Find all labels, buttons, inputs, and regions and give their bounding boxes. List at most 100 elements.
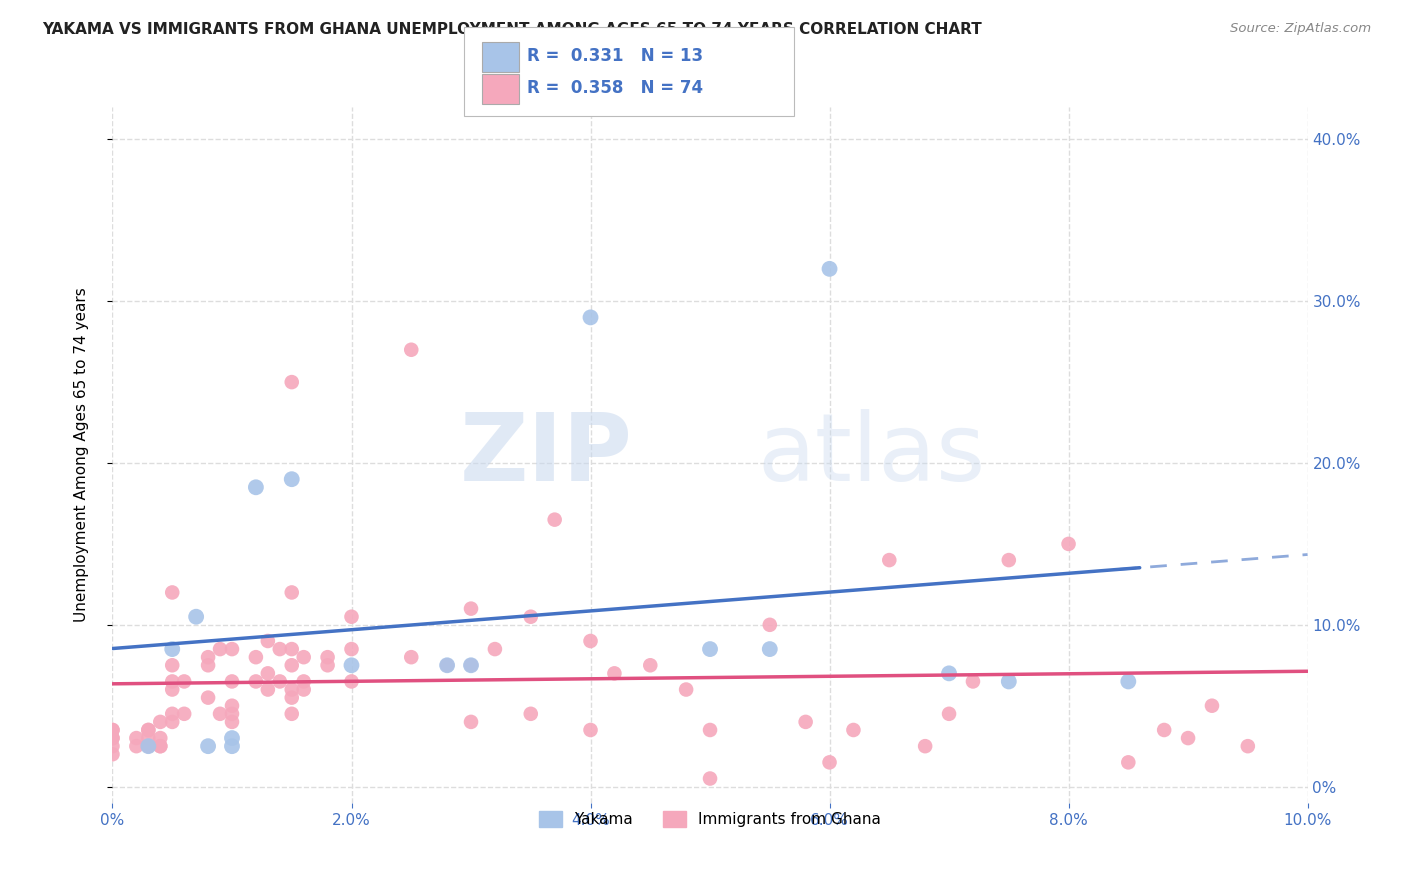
Point bbox=[938, 666, 960, 681]
Point bbox=[794, 714, 817, 729]
Point bbox=[640, 658, 662, 673]
Point bbox=[125, 731, 148, 745]
Point bbox=[998, 553, 1021, 567]
Point bbox=[340, 609, 363, 624]
Point bbox=[460, 658, 482, 673]
Point bbox=[257, 682, 280, 697]
Point bbox=[138, 731, 160, 745]
Point bbox=[149, 739, 172, 754]
Point bbox=[197, 739, 219, 754]
Point bbox=[101, 731, 124, 745]
Point bbox=[460, 714, 482, 729]
Point bbox=[1177, 731, 1199, 745]
Point bbox=[245, 480, 267, 494]
Point bbox=[699, 642, 721, 657]
Point bbox=[281, 682, 304, 697]
Point bbox=[1237, 739, 1260, 754]
Point bbox=[292, 674, 315, 689]
Legend: Yakama, Immigrants from Ghana: Yakama, Immigrants from Ghana bbox=[533, 805, 887, 833]
Point bbox=[579, 634, 602, 648]
Point bbox=[101, 739, 124, 754]
Point bbox=[197, 690, 219, 705]
Point bbox=[340, 674, 363, 689]
Point bbox=[162, 674, 183, 689]
Point bbox=[138, 723, 160, 737]
Point bbox=[101, 747, 124, 762]
Point bbox=[221, 706, 243, 721]
Text: R =  0.358   N = 74: R = 0.358 N = 74 bbox=[527, 79, 703, 97]
Point bbox=[101, 723, 124, 737]
Point bbox=[543, 513, 565, 527]
Point bbox=[401, 343, 423, 357]
Point bbox=[138, 739, 160, 754]
Point bbox=[759, 642, 782, 657]
Point bbox=[281, 472, 304, 486]
Point bbox=[436, 658, 458, 673]
Point bbox=[962, 674, 984, 689]
Point bbox=[316, 650, 339, 665]
Point bbox=[221, 731, 243, 745]
Point bbox=[269, 674, 291, 689]
Point bbox=[197, 650, 219, 665]
Point bbox=[149, 731, 172, 745]
Point bbox=[603, 666, 626, 681]
Point bbox=[292, 682, 315, 697]
Text: YAKAMA VS IMMIGRANTS FROM GHANA UNEMPLOYMENT AMONG AGES 65 TO 74 YEARS CORRELATI: YAKAMA VS IMMIGRANTS FROM GHANA UNEMPLOY… bbox=[42, 22, 981, 37]
Point bbox=[938, 706, 960, 721]
Point bbox=[316, 658, 339, 673]
Point bbox=[879, 553, 901, 567]
Point bbox=[998, 674, 1021, 689]
Text: ZIP: ZIP bbox=[460, 409, 633, 501]
Point bbox=[162, 714, 183, 729]
Point bbox=[101, 731, 124, 745]
Point bbox=[484, 642, 506, 657]
Point bbox=[245, 650, 267, 665]
Point bbox=[281, 375, 304, 389]
Point bbox=[125, 739, 148, 754]
Point bbox=[1118, 674, 1140, 689]
Point bbox=[221, 739, 243, 754]
Point bbox=[209, 706, 232, 721]
Point bbox=[340, 658, 363, 673]
Point bbox=[1057, 537, 1080, 551]
Point bbox=[245, 674, 267, 689]
Point bbox=[221, 698, 243, 713]
Point bbox=[221, 642, 243, 657]
Point bbox=[1201, 698, 1223, 713]
Point bbox=[292, 650, 315, 665]
Point bbox=[699, 723, 721, 737]
Point bbox=[138, 739, 160, 754]
Point bbox=[186, 609, 208, 624]
Point bbox=[221, 674, 243, 689]
Point bbox=[257, 634, 280, 648]
Point bbox=[197, 658, 219, 673]
Point bbox=[759, 617, 782, 632]
Y-axis label: Unemployment Among Ages 65 to 74 years: Unemployment Among Ages 65 to 74 years bbox=[75, 287, 89, 623]
Point bbox=[520, 609, 543, 624]
Point bbox=[269, 642, 291, 657]
Text: R =  0.331   N = 13: R = 0.331 N = 13 bbox=[527, 47, 703, 65]
Point bbox=[818, 261, 841, 276]
Point bbox=[520, 706, 543, 721]
Point bbox=[162, 642, 183, 657]
Point bbox=[209, 642, 232, 657]
Point bbox=[340, 642, 363, 657]
Text: Source: ZipAtlas.com: Source: ZipAtlas.com bbox=[1230, 22, 1371, 36]
Point bbox=[173, 706, 195, 721]
Point bbox=[138, 723, 160, 737]
Point bbox=[401, 650, 423, 665]
Point bbox=[579, 310, 602, 325]
Point bbox=[1118, 756, 1140, 770]
Point bbox=[281, 706, 304, 721]
Point bbox=[460, 601, 482, 615]
Point bbox=[675, 682, 697, 697]
Text: atlas: atlas bbox=[758, 409, 986, 501]
Point bbox=[162, 658, 183, 673]
Point bbox=[281, 658, 304, 673]
Point bbox=[914, 739, 936, 754]
Point bbox=[257, 666, 280, 681]
Point bbox=[436, 658, 458, 673]
Point bbox=[281, 585, 304, 599]
Point bbox=[699, 772, 721, 786]
Point bbox=[221, 714, 243, 729]
